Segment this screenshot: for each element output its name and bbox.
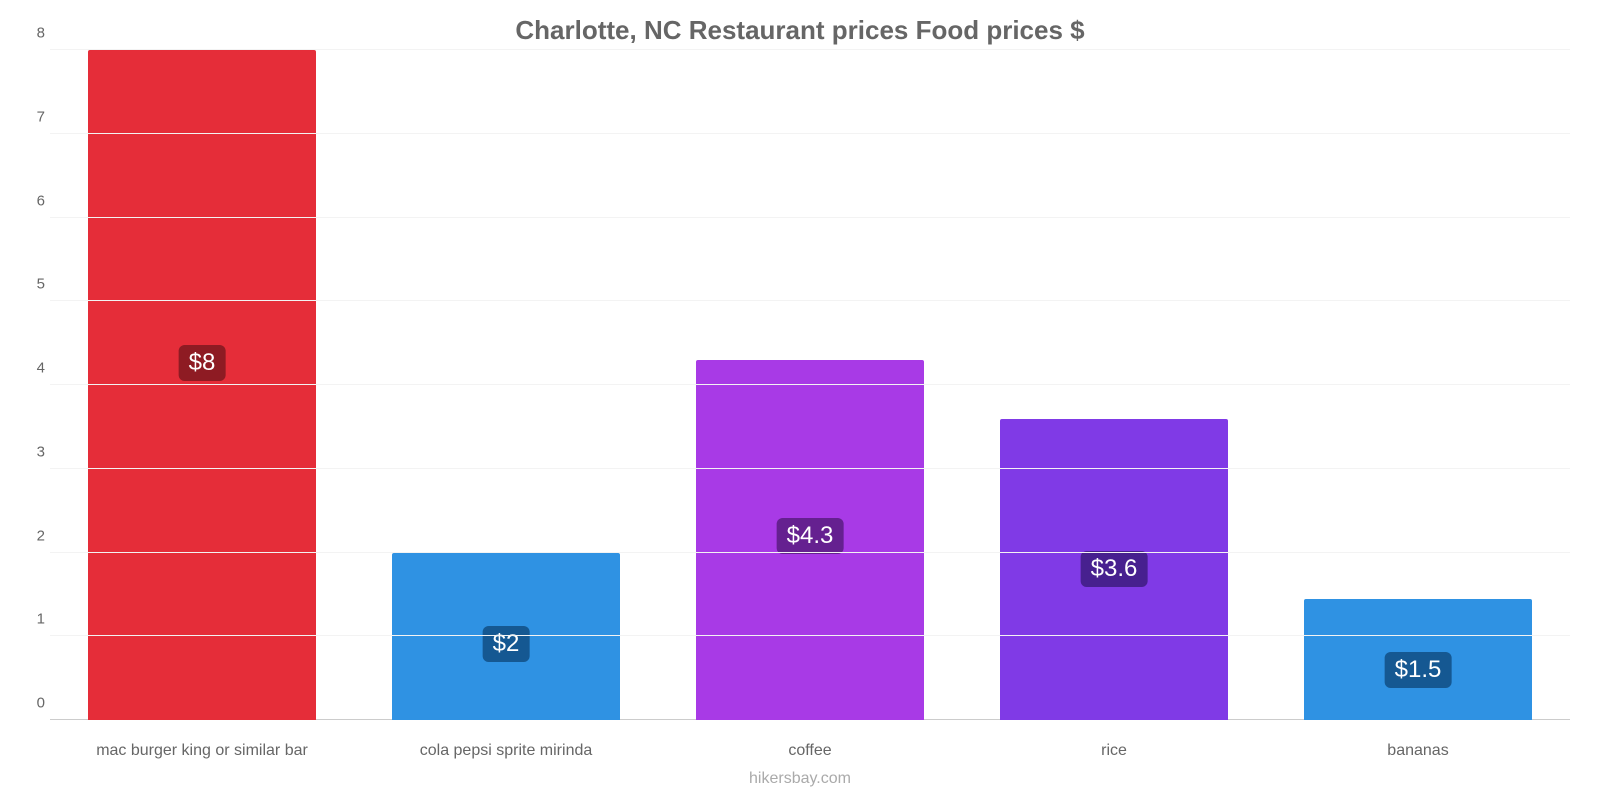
gridline <box>50 552 1570 553</box>
bar-value-label: $4.3 <box>777 518 844 554</box>
gridline <box>50 300 1570 301</box>
bar-value-label: $1.5 <box>1385 652 1452 688</box>
gridline <box>50 635 1570 636</box>
x-axis-label: mac burger king or similar bar <box>50 742 354 760</box>
bar-slot: $3.6 <box>962 50 1266 720</box>
y-tick-label: 7 <box>20 108 45 125</box>
gridline <box>50 468 1570 469</box>
y-tick-label: 2 <box>20 527 45 544</box>
gridline <box>50 133 1570 134</box>
gridline <box>50 384 1570 385</box>
gridline <box>50 217 1570 218</box>
bar-value-label: $3.6 <box>1081 551 1148 587</box>
y-tick-label: 3 <box>20 443 45 460</box>
x-axis-label: cola pepsi sprite mirinda <box>354 742 658 760</box>
bar: $1.5 <box>1304 599 1532 720</box>
bar-value-label: $8 <box>179 345 226 381</box>
y-tick-label: 8 <box>20 25 45 42</box>
y-tick-label: 6 <box>20 192 45 209</box>
y-tick-label: 5 <box>20 276 45 293</box>
bar-slot: $8 <box>50 50 354 720</box>
chart-title: Charlotte, NC Restaurant prices Food pri… <box>0 0 1600 46</box>
bar-value-label: $2 <box>483 626 530 662</box>
bars-row: $8 $2 $4.3 $3.6 $1.5 <box>50 50 1570 720</box>
y-tick-label: 4 <box>20 360 45 377</box>
x-axis-labels: mac burger king or similar barcola pepsi… <box>50 742 1570 760</box>
bar-slot: $1.5 <box>1266 50 1570 720</box>
bar: $3.6 <box>1000 419 1228 721</box>
price-chart: Charlotte, NC Restaurant prices Food pri… <box>0 0 1600 800</box>
bar: $4.3 <box>696 360 924 720</box>
bar-slot: $2 <box>354 50 658 720</box>
y-tick-label: 1 <box>20 611 45 628</box>
gridline <box>50 49 1570 50</box>
bar: $8 <box>88 50 316 720</box>
x-axis-label: coffee <box>658 742 962 760</box>
y-tick-label: 0 <box>20 695 45 712</box>
plot-area: $8$2$4.3$3.6$1.5 012345678 <box>50 50 1570 720</box>
chart-attribution: hikersbay.com <box>0 770 1600 788</box>
x-axis-label: bananas <box>1266 742 1570 760</box>
bar: $2 <box>392 553 620 721</box>
bar-slot: $4.3 <box>658 50 962 720</box>
x-axis-label: rice <box>962 742 1266 760</box>
